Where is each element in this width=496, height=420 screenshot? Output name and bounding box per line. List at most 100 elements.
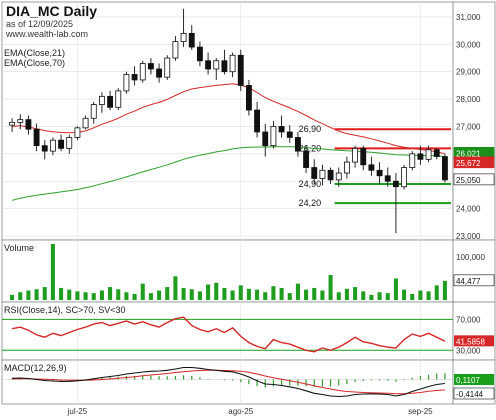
- volume-bar: [304, 289, 309, 300]
- candle-up: [90, 104, 97, 119]
- volume-bar: [369, 294, 374, 300]
- candle-up: [98, 95, 105, 105]
- volume-bar: [91, 293, 96, 300]
- volume-bar: [271, 286, 276, 300]
- ema70-line: [11, 146, 445, 201]
- volume-bar: [50, 244, 55, 300]
- volume-bar: [336, 292, 341, 300]
- x-tick-label: ago-25: [228, 407, 253, 416]
- volume-bar: [442, 280, 447, 300]
- candle-down: [360, 147, 367, 166]
- price-tick-label: 28,000: [456, 95, 481, 104]
- volume-bar: [402, 289, 407, 300]
- candle-up: [74, 127, 81, 138]
- volume-bar: [189, 289, 194, 300]
- volume-badge: [453, 274, 495, 287]
- candle-up: [213, 60, 220, 70]
- volume-bar: [385, 293, 390, 300]
- candle-up: [172, 41, 179, 59]
- candle-up: [17, 119, 24, 123]
- volume-bar: [312, 287, 317, 300]
- volume-bar: [393, 278, 398, 300]
- price-tick-label: 30,000: [456, 40, 481, 49]
- volume-bar: [287, 293, 292, 300]
- volume-bar: [361, 291, 366, 300]
- price-tick-label: 27,000: [456, 122, 481, 131]
- chart-title: DIA_MC Daily: [6, 3, 97, 19]
- level-label: 24,90: [299, 179, 322, 189]
- candle-down: [392, 180, 399, 188]
- volume-label: Volume: [4, 243, 34, 253]
- price-tick-label: 29,000: [456, 68, 481, 77]
- price-badge: [453, 173, 495, 186]
- candle-down: [368, 164, 375, 171]
- candle-down: [417, 153, 424, 160]
- x-tick-label: jul-25: [67, 407, 88, 416]
- legend-ema21: EMA(Close,21): [4, 48, 65, 58]
- rsi-label: RSI(Close,14), SC>70, SV<30: [4, 305, 126, 315]
- candle-up: [425, 149, 432, 160]
- candle-down: [188, 32, 195, 48]
- candle-up: [352, 147, 359, 163]
- volume-bar: [353, 287, 358, 300]
- volume-bar: [34, 289, 39, 300]
- volume-bar: [222, 287, 227, 300]
- candle-down: [33, 128, 40, 147]
- rsi-tick-label: 70,000: [456, 315, 481, 324]
- candle-up: [180, 32, 187, 42]
- volume-bar: [344, 288, 349, 300]
- volume-bar: [377, 292, 382, 300]
- x-tick-label: sep-25: [408, 407, 433, 416]
- chart-site: www.wealth-lab.com: [5, 29, 88, 39]
- volume-bar: [157, 290, 162, 300]
- candle-up: [9, 121, 16, 126]
- volume-bar: [181, 287, 186, 300]
- chart-as-of: as of 12/09/2025: [6, 19, 73, 29]
- level-label: 24,20: [299, 198, 322, 208]
- candle-down: [107, 95, 114, 108]
- volume-bar: [246, 288, 251, 300]
- level-label: 26,90: [299, 124, 322, 134]
- candle-down: [254, 109, 261, 133]
- volume-bar: [426, 291, 431, 300]
- candle-down: [384, 175, 391, 182]
- candle-up: [229, 54, 236, 73]
- candle-down: [303, 150, 310, 168]
- candle-down: [156, 68, 163, 78]
- candle-down: [278, 126, 285, 133]
- candle-down: [221, 60, 228, 73]
- volume-bar: [148, 293, 153, 300]
- macd-label: MACD(12,26,9): [4, 363, 67, 373]
- volume-bar: [434, 285, 439, 300]
- volume-bar: [124, 292, 129, 300]
- volume-bar: [197, 291, 202, 300]
- volume-bar: [214, 282, 219, 300]
- candle-down: [376, 169, 383, 177]
- candle-down: [147, 63, 154, 70]
- volume-bar: [165, 287, 170, 300]
- volume-bar: [67, 289, 72, 300]
- volume-bar: [59, 287, 64, 300]
- volume-bar: [255, 289, 260, 300]
- candle-down: [205, 60, 212, 70]
- volume-badge-label: 44,477: [456, 277, 481, 286]
- price-badge-label: 26,021: [456, 149, 481, 158]
- candle-down: [262, 131, 269, 147]
- legend-ema70: EMA(Close,70): [4, 58, 65, 68]
- candle-up: [335, 172, 342, 181]
- panel-frame: [1, 359, 454, 405]
- ema21-line: [12, 83, 446, 155]
- price-tick-label: 24,000: [456, 205, 481, 214]
- candle-up: [115, 90, 122, 108]
- price-badge: [453, 156, 495, 169]
- volume-bar: [263, 292, 268, 300]
- axis-frame: [452, 1, 496, 241]
- volume-bar: [328, 275, 333, 300]
- rsi-line: [11, 316, 446, 353]
- candle-down: [311, 167, 318, 179]
- candle-down: [286, 131, 293, 138]
- macd-badge: [454, 374, 494, 385]
- candle-down: [441, 156, 448, 181]
- volume-bar: [83, 292, 88, 300]
